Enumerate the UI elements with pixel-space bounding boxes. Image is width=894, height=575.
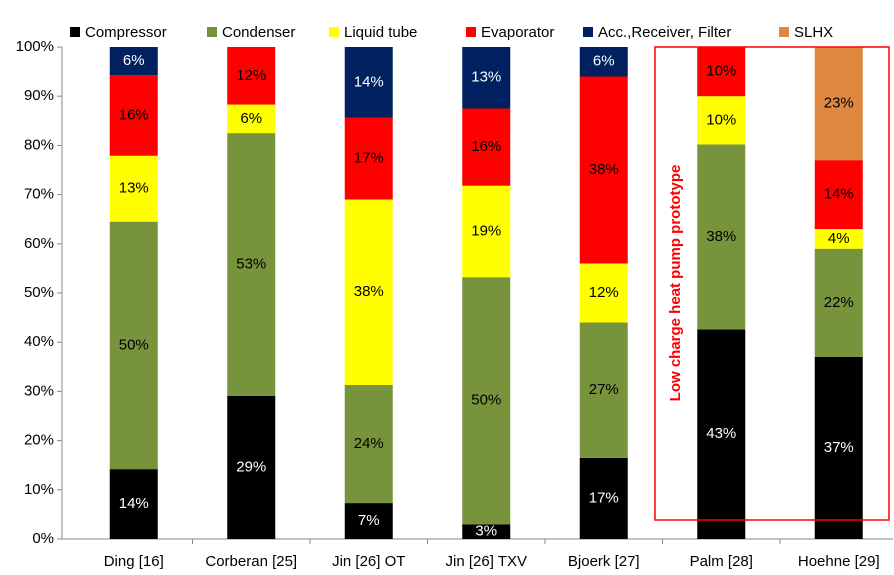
bar-segment xyxy=(697,329,746,539)
bar-segment xyxy=(462,524,511,539)
bar-segment xyxy=(462,185,511,278)
bar-segment xyxy=(579,322,628,458)
legend-label: SLHX xyxy=(794,24,833,41)
annotation: Low charge heat pump prototype xyxy=(667,165,684,402)
bar-segment xyxy=(344,117,393,200)
data-label: 12% xyxy=(236,67,266,84)
bar-segment xyxy=(109,469,158,539)
bar-segment xyxy=(814,160,863,230)
x-tick-label: Corberan [25] xyxy=(205,553,297,570)
data-label: 6% xyxy=(593,53,615,70)
annotation-box xyxy=(654,46,890,521)
bar-segment xyxy=(697,144,746,330)
legend-swatch xyxy=(70,27,80,37)
data-label: 14% xyxy=(119,495,149,512)
bar-segment xyxy=(344,199,393,386)
legend-label: Acc.,Receiver, Filter xyxy=(598,24,731,41)
data-label: 14% xyxy=(354,73,384,90)
bar-segment xyxy=(227,104,276,134)
data-label: 50% xyxy=(471,392,501,409)
bar-segment xyxy=(462,108,511,186)
y-tick-label: 10% xyxy=(24,481,54,498)
data-label: 22% xyxy=(824,294,854,311)
data-label: 10% xyxy=(706,63,736,80)
data-label: 38% xyxy=(354,283,384,300)
data-label: 50% xyxy=(119,336,149,353)
legend-label: Evaporator xyxy=(481,24,554,41)
data-label: 12% xyxy=(589,284,619,301)
legend-swatch xyxy=(779,27,789,37)
data-label: 13% xyxy=(119,180,149,197)
data-label: 17% xyxy=(354,150,384,167)
data-label: 6% xyxy=(240,110,262,127)
data-label: 38% xyxy=(706,228,736,245)
bar-segment xyxy=(109,155,158,222)
data-label: 10% xyxy=(706,111,736,128)
data-label: 16% xyxy=(119,106,149,123)
data-label: 4% xyxy=(828,230,850,247)
y-tick-label: 30% xyxy=(24,382,54,399)
bar-segment xyxy=(109,47,158,76)
x-tick-label: Bjoerk [27] xyxy=(568,553,640,570)
y-tick-label: 80% xyxy=(24,136,54,153)
data-label: 19% xyxy=(471,222,501,239)
bar-segment xyxy=(227,395,276,539)
y-tick-label: 20% xyxy=(24,432,54,449)
data-label: 53% xyxy=(236,255,266,272)
bar-segment xyxy=(697,47,746,97)
data-label: 13% xyxy=(471,69,501,86)
legend-swatch xyxy=(466,27,476,37)
data-label: 6% xyxy=(123,52,145,69)
bar-segment xyxy=(579,457,628,539)
x-tick-label: Jin [26] OT xyxy=(332,553,405,570)
bar-segment xyxy=(344,385,393,504)
x-tick-label: Ding [16] xyxy=(104,553,164,570)
y-tick-label: 0% xyxy=(32,530,54,547)
data-label: 17% xyxy=(589,489,619,506)
bar-segment xyxy=(579,263,628,323)
bar-segment xyxy=(697,96,746,145)
x-tick-label: Palm [28] xyxy=(690,553,753,570)
bar-segment xyxy=(344,47,393,118)
y-tick-label: 70% xyxy=(24,186,54,203)
legend-swatch xyxy=(207,27,217,37)
y-tick-label: 100% xyxy=(16,38,54,55)
data-label: 23% xyxy=(824,95,854,112)
bar-segment xyxy=(579,76,628,264)
data-label: 24% xyxy=(354,435,384,452)
bar-segment xyxy=(109,75,158,156)
y-tick-label: 40% xyxy=(24,333,54,350)
legend-swatch xyxy=(583,27,593,37)
bar-segment xyxy=(462,277,511,525)
bar-segment xyxy=(109,221,158,470)
data-label: 7% xyxy=(358,512,380,529)
bar-segment xyxy=(814,356,863,539)
legend-label: Compressor xyxy=(85,24,167,41)
data-label: 38% xyxy=(589,161,619,178)
bar-segment xyxy=(814,47,863,161)
bar-segment xyxy=(227,133,276,396)
x-tick-label: Hoehne [29] xyxy=(798,553,880,570)
y-tick-label: 90% xyxy=(24,87,54,104)
legend-swatch xyxy=(329,27,339,37)
data-label: 37% xyxy=(824,439,854,456)
data-label: 3% xyxy=(475,523,497,540)
x-tick-label: Jin [26] TXV xyxy=(446,553,527,570)
data-label: 16% xyxy=(471,138,501,155)
data-label: 43% xyxy=(706,425,736,442)
bar-segment xyxy=(462,47,511,109)
bar-segment xyxy=(227,47,276,105)
legend-label: Liquid tube xyxy=(344,24,417,41)
y-tick-label: 60% xyxy=(24,235,54,252)
y-tick-label: 50% xyxy=(24,284,54,301)
data-label: 14% xyxy=(824,186,854,203)
bar-segment xyxy=(814,248,863,357)
data-label: 27% xyxy=(589,381,619,398)
bar-segment xyxy=(344,503,393,539)
data-label: 29% xyxy=(236,458,266,475)
bar-segment xyxy=(579,47,628,77)
legend-label: Condenser xyxy=(222,24,295,41)
bar-segment xyxy=(814,229,863,249)
